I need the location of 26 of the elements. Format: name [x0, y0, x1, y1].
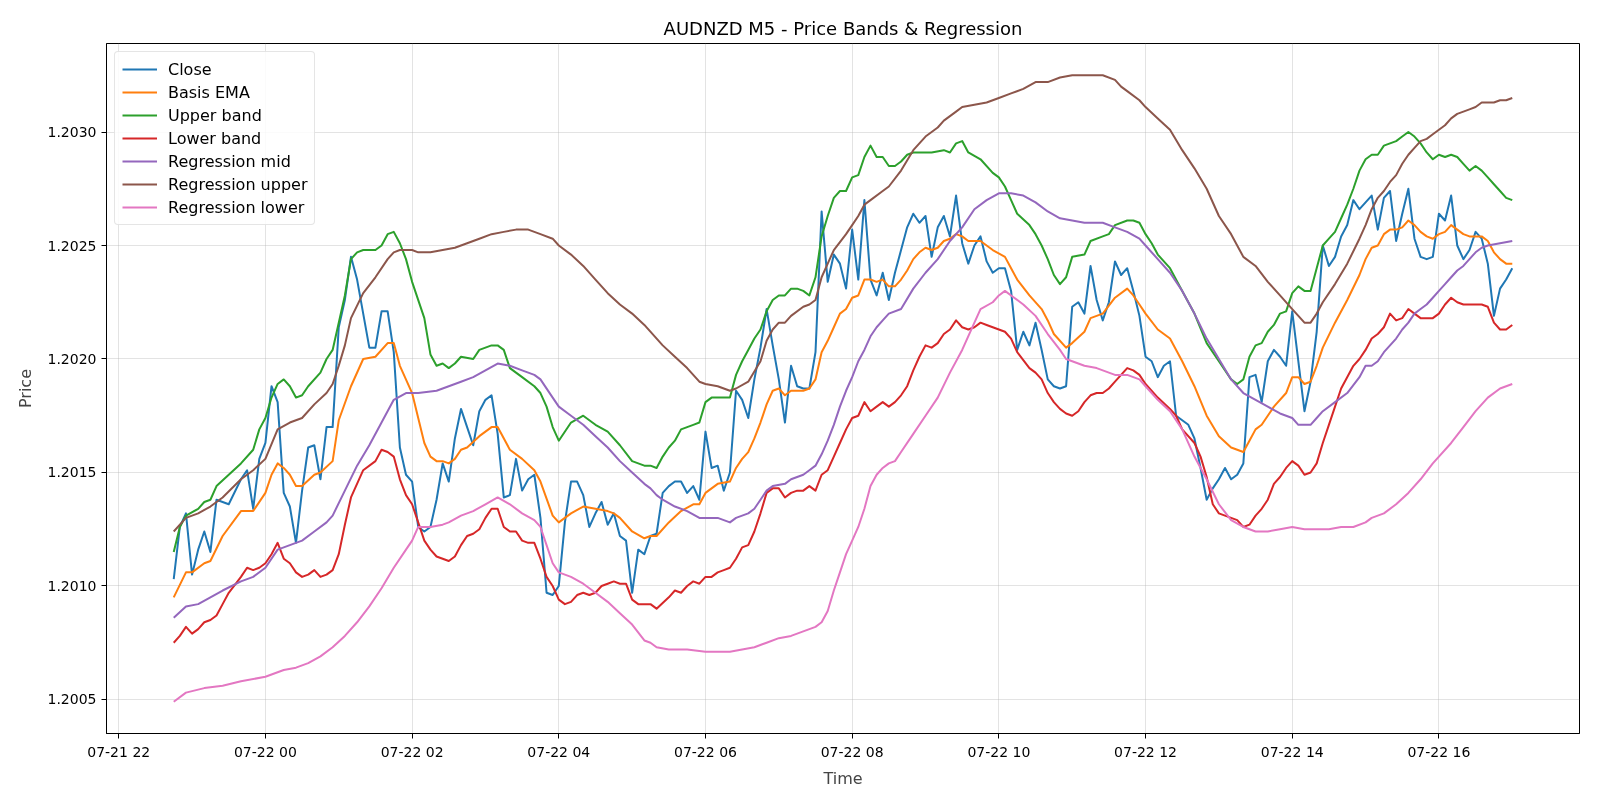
x-tick-label: 07-22 00 — [233, 743, 297, 760]
legend-label: Lower band — [168, 128, 262, 148]
legend-label: Basis EMA — [168, 82, 250, 102]
x-tick-label: 07-22 06 — [674, 743, 738, 760]
chart-title: AUDNZD M5 - Price Bands & Regression — [663, 17, 1023, 39]
y-tick-label: 1.2025 — [47, 237, 97, 254]
x-axis-title: Time — [822, 768, 863, 788]
x-tick-label: 07-21 22 — [87, 743, 151, 760]
x-tick-label: 07-22 10 — [967, 743, 1031, 760]
legend-label: Regression mid — [168, 151, 291, 171]
x-tick-label: 07-22 08 — [820, 743, 884, 760]
y-tick-label: 1.2010 — [47, 577, 97, 594]
y-tick-label: 1.2030 — [47, 124, 97, 141]
x-tick-label: 07-22 16 — [1407, 743, 1471, 760]
legend-label: Close — [168, 59, 212, 79]
y-tick-label: 1.2020 — [47, 350, 97, 367]
legend-label: Regression upper — [168, 174, 308, 194]
x-tick-label: 07-22 12 — [1114, 743, 1178, 760]
x-tick-label: 07-22 04 — [527, 743, 591, 760]
legend-label: Upper band — [168, 105, 262, 125]
y-tick-label: 1.2015 — [47, 464, 97, 481]
x-tick-label: 07-22 14 — [1260, 743, 1324, 760]
y-tick-label: 1.2005 — [47, 691, 97, 708]
y-axis-title: Price — [15, 368, 35, 409]
x-tick-label: 07-22 02 — [380, 743, 444, 760]
legend-label: Regression lower — [168, 197, 305, 217]
